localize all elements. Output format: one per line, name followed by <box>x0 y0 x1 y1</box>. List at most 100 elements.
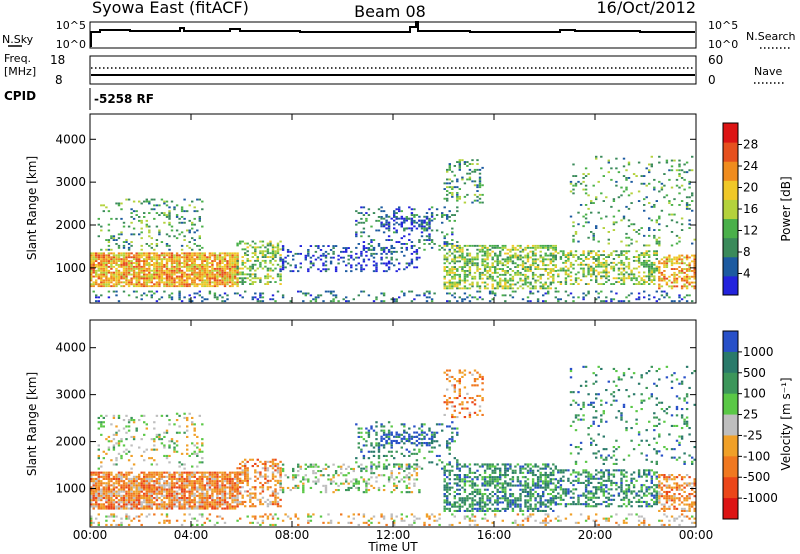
power-cell <box>577 223 580 226</box>
velocity-cell <box>233 501 237 504</box>
power-cell <box>168 277 171 280</box>
power-cell <box>554 264 557 267</box>
power-cell <box>453 248 456 251</box>
velocity-cell <box>110 471 113 474</box>
power-cell <box>362 247 366 249</box>
power-cell <box>360 221 363 224</box>
power-cell <box>158 264 161 266</box>
velocity-cell <box>236 494 239 497</box>
velocity-cell <box>188 480 191 483</box>
power-cell <box>653 275 656 278</box>
velocity-cell <box>188 490 191 493</box>
velocity-cell <box>254 492 257 495</box>
velocity-cell <box>140 505 143 508</box>
power-cell <box>408 262 411 265</box>
power-cell <box>511 287 515 290</box>
power-cell <box>122 265 126 268</box>
power-cell <box>223 275 227 278</box>
power-cell <box>483 252 487 255</box>
power-cell <box>239 277 242 280</box>
power-cell <box>140 260 143 262</box>
power-cell <box>183 279 186 282</box>
power-cell <box>420 225 424 228</box>
power-cell <box>461 252 464 255</box>
power-cell <box>463 161 467 163</box>
power-cell <box>620 254 623 256</box>
power-cell <box>236 279 239 282</box>
power-cell <box>211 271 214 274</box>
power-cell <box>143 267 146 270</box>
velocity-cell <box>203 492 206 495</box>
power-cell <box>216 265 219 268</box>
velocity-cell <box>97 421 100 424</box>
power-cell <box>471 244 474 247</box>
power-cell <box>372 212 376 214</box>
power-cell <box>658 229 661 231</box>
power-cell <box>658 161 661 164</box>
power-cell <box>655 219 658 222</box>
velocity-cell <box>203 497 206 500</box>
velocity-cell <box>332 476 335 479</box>
power-cell <box>582 273 585 276</box>
velocity-cell <box>127 473 131 476</box>
power-cell <box>355 210 358 213</box>
power-cell <box>653 267 656 270</box>
power-cell <box>110 217 113 220</box>
power-cell <box>347 254 350 257</box>
power-cell <box>622 250 626 253</box>
power-cell <box>158 271 161 274</box>
power-cell <box>511 283 515 286</box>
power-cell <box>648 265 651 268</box>
velocity-cell <box>100 507 103 510</box>
power-cell <box>509 258 512 261</box>
velocity-cell <box>198 499 201 502</box>
power-cell <box>372 264 376 267</box>
power-cell <box>564 277 568 280</box>
power-cell <box>685 287 689 290</box>
power-cell <box>206 285 209 288</box>
velocity-cell <box>279 482 282 485</box>
power-cell <box>446 266 449 268</box>
power-cell <box>130 233 133 236</box>
power-cell <box>569 275 573 278</box>
power-cell <box>193 267 196 270</box>
velocity-cell <box>112 486 116 489</box>
velocity-cell <box>143 433 146 436</box>
power-cell <box>491 262 494 265</box>
power-cell <box>463 244 467 247</box>
power-cell <box>491 275 494 278</box>
velocity-cell <box>110 499 113 502</box>
power-cell <box>213 267 217 270</box>
power-cell <box>428 217 431 220</box>
velocity-cell <box>153 497 156 500</box>
power-cell <box>660 279 664 282</box>
velocity-cell <box>143 421 146 424</box>
power-cell <box>488 244 492 247</box>
velocity-cell <box>105 471 108 474</box>
velocity-cell <box>135 497 138 500</box>
power-cell <box>332 294 335 297</box>
velocity-cell <box>236 492 239 495</box>
power-cell <box>125 275 128 278</box>
velocity-cell <box>132 505 136 508</box>
power-cell <box>165 279 169 282</box>
velocity-cell <box>188 475 191 478</box>
power-cell <box>635 240 638 243</box>
power-cell <box>312 262 315 265</box>
power-cell <box>186 229 189 232</box>
power-cell <box>536 279 540 282</box>
velocity-cell <box>266 498 270 501</box>
power-cell <box>180 248 184 251</box>
power-cell <box>100 271 103 274</box>
power-cell <box>117 264 121 266</box>
power-cell <box>673 159 676 162</box>
power-cell <box>473 277 477 280</box>
power-cell <box>456 283 459 286</box>
power-cell <box>241 256 244 258</box>
power-cell <box>665 292 669 295</box>
velocity-cell <box>130 488 133 491</box>
power-cell <box>650 163 653 166</box>
power-cell <box>630 223 633 226</box>
velocity-cell <box>178 475 181 478</box>
power-cell <box>595 281 598 283</box>
